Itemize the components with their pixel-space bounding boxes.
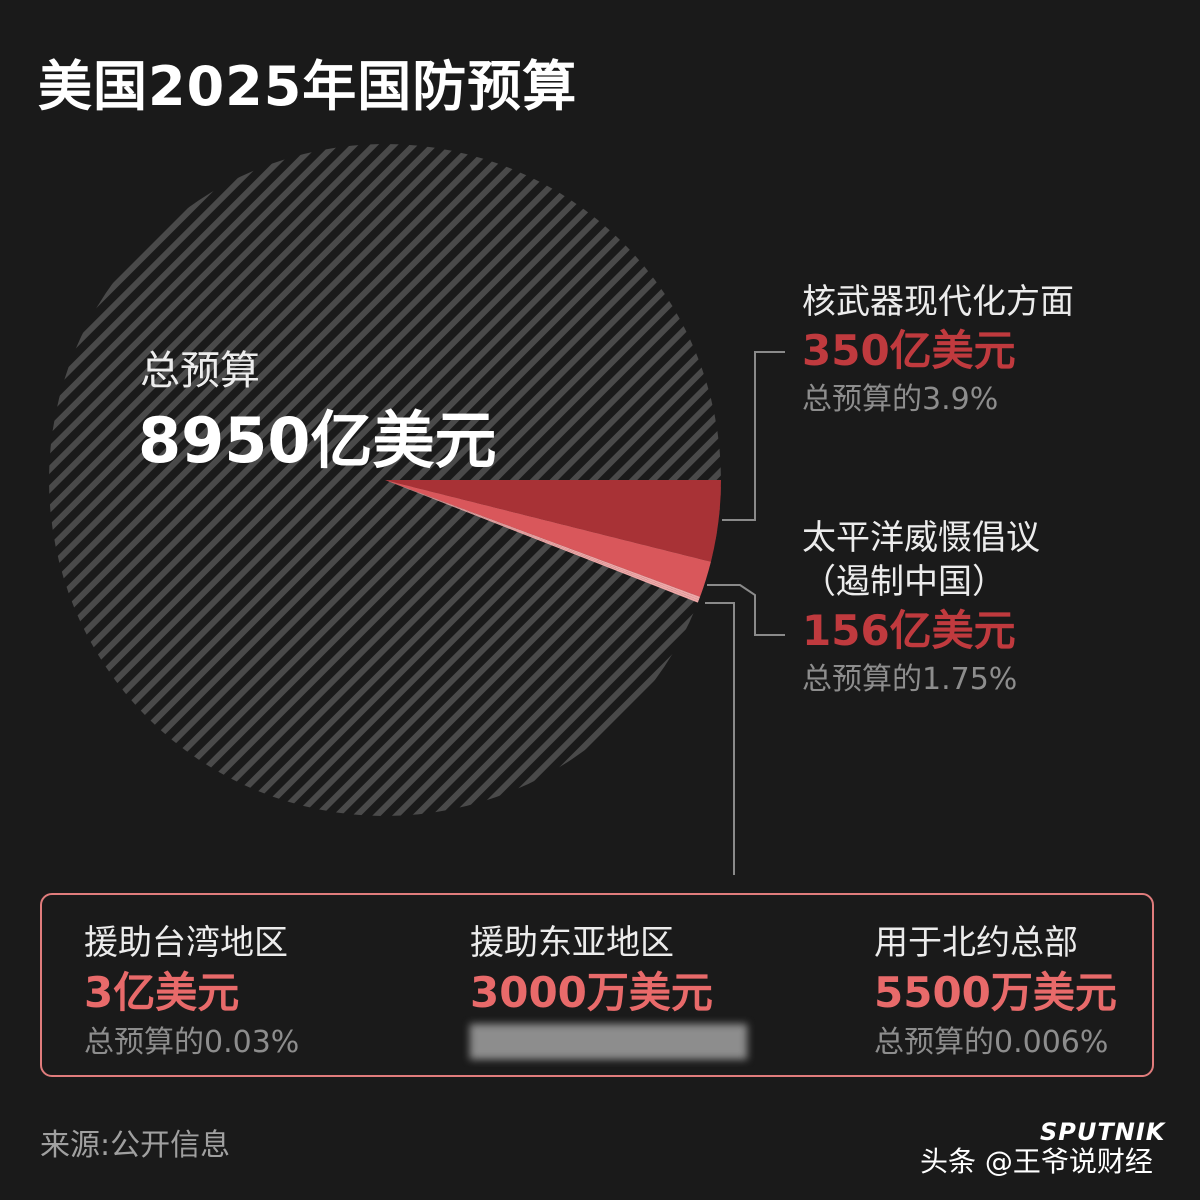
nato-label: 用于北约总部: [874, 923, 1078, 963]
taiwan-item: 援助台湾地区 3亿美元 总预算的0.03%: [84, 921, 299, 1065]
pacific-item: 太平洋威慑倡议 （遏制中国） 156亿美元 总预算的1.75%: [802, 516, 1040, 702]
leader-line-small: [705, 602, 735, 875]
taiwan-label: 援助台湾地区: [84, 923, 288, 963]
east-asia-percent-blurred: ████████████: [470, 1025, 747, 1060]
total-budget-value: 8950亿美元: [138, 404, 497, 477]
taiwan-amount: 3亿美元: [84, 968, 240, 1017]
nato-item: 用于北约总部 5500万美元 总预算的0.006%: [874, 921, 1117, 1065]
nuclear-amount: 350亿美元: [802, 326, 1016, 375]
nuclear-item: 核武器现代化方面 350亿美元 总预算的3.9%: [802, 280, 1074, 422]
source-note: 来源:公开信息: [40, 1128, 231, 1163]
sputnik-logo: SPUTNIK: [1040, 1118, 1166, 1146]
nuclear-label: 核武器现代化方面: [802, 282, 1074, 322]
pie-slice-nato: [385, 480, 699, 603]
nato-amount: 5500万美元: [874, 968, 1117, 1017]
small-items-box: 援助台湾地区 3亿美元 总预算的0.03% 援助东亚地区 3000万美元 ███…: [40, 893, 1154, 1077]
nato-percent: 总预算的0.006%: [874, 1025, 1109, 1060]
pie-slice-taiwan: [385, 480, 701, 599]
pie-slice-nuclear: [385, 480, 721, 562]
pacific-percent: 总预算的1.75%: [802, 662, 1018, 697]
pie-slice-east-asia: [385, 480, 700, 601]
pacific-label-sub: （遏制中国）: [802, 562, 1006, 602]
pacific-amount: 156亿美元: [802, 606, 1016, 655]
east-asia-amount: 3000万美元: [470, 968, 713, 1017]
leader-line-pacific: [707, 584, 785, 636]
east-asia-item: 援助东亚地区 3000万美元 ████████████: [470, 921, 747, 1065]
page-title: 美国2025年国防预算: [38, 55, 578, 118]
pie-slice-pacific: [385, 480, 711, 597]
pacific-label: 太平洋威慑倡议: [802, 518, 1040, 558]
leader-line-nuclear: [722, 351, 785, 521]
total-budget-label: 总预算: [140, 348, 260, 394]
nuclear-percent: 总预算的3.9%: [802, 382, 999, 417]
east-asia-label: 援助东亚地区: [470, 923, 674, 963]
watermark: 头条 @王爷说财经: [920, 1145, 1153, 1178]
taiwan-percent: 总预算的0.03%: [84, 1025, 300, 1060]
